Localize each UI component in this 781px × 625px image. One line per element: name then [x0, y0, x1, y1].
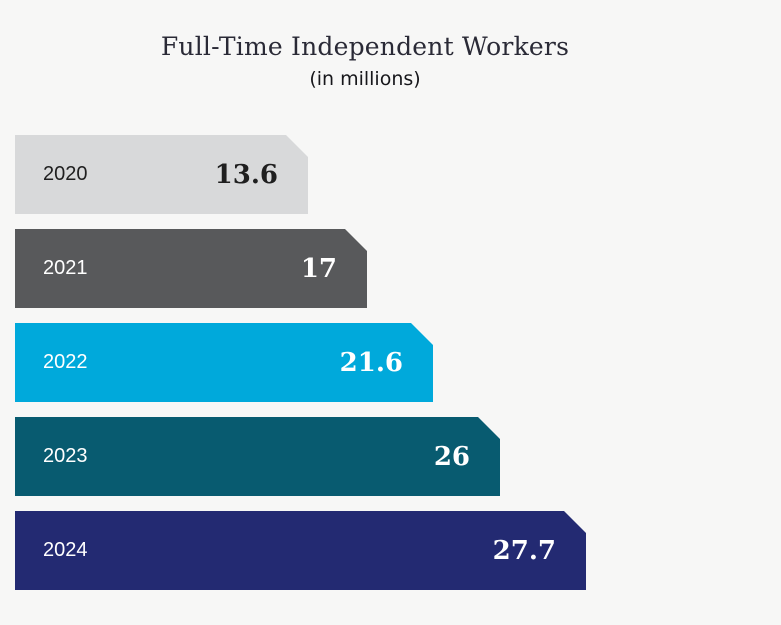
chart-subtitle: (in millions)	[309, 68, 421, 90]
bar-year-label: 2022	[43, 351, 88, 373]
bar-list: 2020 13.6 2021 17 2022 21.6 2023 26 2024 27.7	[15, 135, 586, 605]
bar-2023: 2023 26	[15, 417, 500, 496]
bar-year-label: 2021	[43, 257, 88, 279]
bar-year-label: 2023	[43, 445, 88, 467]
chart-header: Full-Time Independent Workers (in millio…	[0, 32, 730, 90]
bar-value-label: 13.6	[214, 159, 278, 190]
bar-value-label: 17	[300, 253, 337, 284]
bar-2024: 2024 27.7	[15, 511, 586, 590]
bar-value-label: 27.7	[492, 535, 556, 566]
bar-year-label: 2024	[43, 539, 88, 561]
chart-title: Full-Time Independent Workers	[160, 32, 570, 61]
bar-value-label: 21.6	[339, 347, 403, 378]
bar-value-label: 26	[433, 441, 470, 472]
bar-2022: 2022 21.6	[15, 323, 433, 402]
bar-2020: 2020 13.6	[15, 135, 308, 214]
bar-2021: 2021 17	[15, 229, 367, 308]
bar-year-label: 2020	[43, 163, 88, 185]
